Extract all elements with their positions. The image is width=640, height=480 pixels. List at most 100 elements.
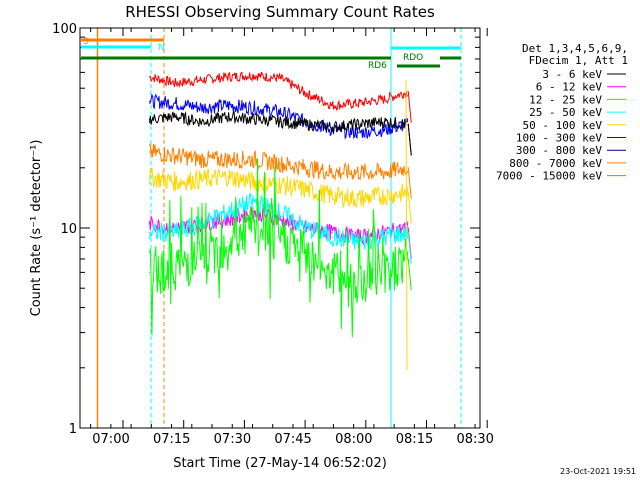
series-trace (149, 158, 409, 338)
data-point (305, 252, 307, 254)
data-point (357, 102, 359, 104)
legend-entry-label: 25 - 50 keV (529, 106, 602, 119)
series-trace (149, 93, 409, 140)
y-tick-label: 100 (52, 22, 77, 37)
legend-entry-label: 800 - 7000 keV (509, 157, 602, 170)
data-point (148, 118, 151, 120)
legend-entry-label: 50 - 100 keV (523, 119, 603, 132)
data-point (383, 129, 385, 131)
plot-area (96, 28, 462, 428)
data-point (357, 123, 359, 125)
x-tick-label: 07:00 (92, 432, 129, 447)
legend-header-line: FDecim 1, Att 1 (529, 54, 628, 67)
data-point (279, 211, 281, 213)
data-point (201, 158, 203, 161)
series-tail (407, 91, 412, 123)
x-axis-label: Start Time (27-May-14 06:52:02) (173, 456, 387, 471)
data-point (305, 123, 307, 125)
series-trace (149, 110, 409, 133)
data-point (331, 271, 333, 273)
series-50to100keV (148, 167, 412, 224)
data-point (253, 201, 255, 203)
data-point (383, 171, 385, 173)
data-point (305, 227, 307, 229)
data-point (227, 241, 229, 243)
data-point (383, 231, 385, 234)
data-point (357, 279, 359, 281)
series-tail (407, 167, 412, 199)
series-tail (407, 192, 412, 224)
y-axis-ticks: 1 10 100 (52, 22, 480, 437)
flag-bars: S N RD6 RDO (81, 37, 461, 71)
data-point (201, 106, 203, 109)
series-tail (407, 232, 412, 264)
data-point (175, 264, 177, 267)
data-point (331, 231, 333, 234)
flag-label: N (158, 43, 165, 53)
legend-entry-label: 100 - 300 keV (516, 132, 602, 145)
flag-label: RDO (403, 53, 423, 63)
data-point (383, 236, 385, 238)
data-point (201, 258, 203, 260)
data-point (201, 178, 203, 180)
x-tick-label: 07:30 (214, 432, 251, 447)
data-point (331, 126, 333, 128)
data-point (279, 77, 281, 79)
x-tick-label: 07:15 (153, 432, 190, 447)
data-point (175, 82, 177, 84)
data-point (175, 102, 177, 104)
data-point (383, 271, 385, 273)
data-point (279, 183, 281, 186)
data-point (331, 171, 333, 173)
data-point (148, 231, 151, 234)
data-point (305, 189, 307, 191)
data-point (253, 106, 255, 109)
legend-header-line: Det 1,3,4,5,6,9, (522, 42, 628, 55)
data-point (253, 158, 255, 161)
series-trace (149, 71, 408, 111)
series-12to25keV (148, 158, 412, 338)
data-point (175, 231, 177, 234)
data-point (331, 236, 333, 238)
legend-entry-label: 7000 - 15000 keV (496, 170, 602, 183)
chart-title: RHESSI Observing Summary Count Rates (125, 3, 435, 21)
data-point (148, 223, 151, 225)
y-axis-label: Count Rate (s⁻¹ detector⁻¹) (29, 140, 44, 317)
series-25to50keV (148, 192, 412, 264)
data-point (227, 219, 229, 221)
data-point (383, 195, 385, 197)
data-point (253, 227, 255, 229)
plot-frame (79, 27, 481, 429)
data-point (357, 131, 359, 134)
data-point (227, 211, 229, 213)
legend-entry-label: 300 - 800 keV (516, 144, 602, 157)
data-point (279, 121, 281, 123)
flag-label: S (83, 37, 89, 47)
data-point (279, 219, 281, 221)
data-point (148, 271, 151, 273)
y-tick-label: 10 (60, 222, 77, 237)
data-point (357, 171, 359, 173)
data-point (253, 118, 255, 120)
data-point (279, 236, 281, 238)
flag-label: RD6 (368, 61, 387, 71)
data-point (175, 155, 177, 157)
series-3to6keV (148, 110, 412, 156)
data-point (279, 162, 281, 165)
y-tick-label: 1 (69, 422, 77, 437)
data-point (201, 121, 203, 123)
data-point (383, 98, 385, 100)
x-tick-label: 08:30 (456, 432, 493, 447)
data-point (148, 151, 151, 153)
data-point (253, 181, 255, 183)
legend-entry-label: 3 - 6 keV (542, 68, 602, 81)
data-point (227, 158, 229, 161)
series-tail (407, 258, 412, 291)
series-tail (407, 124, 412, 156)
series-trace (149, 167, 409, 209)
series-800to7000keV (148, 143, 412, 199)
data-point (148, 176, 151, 178)
data-point (253, 74, 255, 76)
